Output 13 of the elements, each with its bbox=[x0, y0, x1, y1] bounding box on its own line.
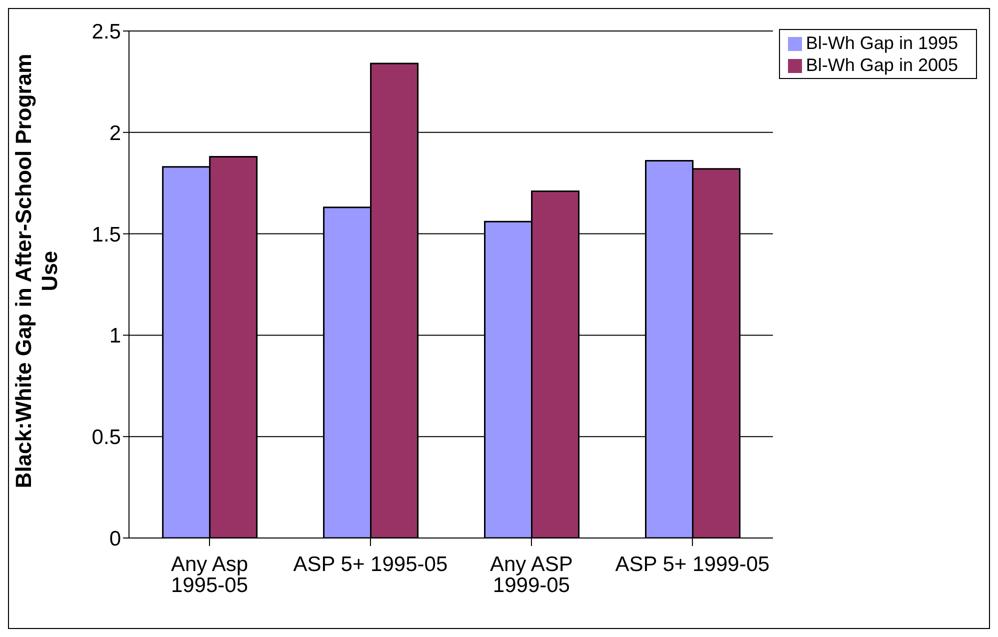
y-tick-label: 1 bbox=[109, 324, 121, 348]
y-tick-label: 1.5 bbox=[92, 223, 121, 246]
y-axis-title: Black:White Gap in After-School Program Use bbox=[11, 52, 63, 490]
y-tick-label: 2 bbox=[109, 122, 121, 145]
y-tick-label: 2.5 bbox=[92, 20, 121, 44]
legend-label: Bl-Wh Gap in 2005 bbox=[806, 55, 958, 75]
x-tick-label: Any Asp 1995-05 bbox=[170, 552, 248, 597]
x-tick-label: Any ASP 1999-05 bbox=[490, 552, 573, 597]
legend-label: Bl-Wh Gap in 1995 bbox=[806, 33, 958, 53]
y-tick-label: 0.5 bbox=[92, 426, 121, 450]
x-tick-label: ASP 5+ 1999-05 bbox=[615, 552, 770, 576]
y-tick-label: 0 bbox=[109, 527, 121, 550]
x-tick-label: ASP 5+ 1995-05 bbox=[293, 552, 448, 576]
